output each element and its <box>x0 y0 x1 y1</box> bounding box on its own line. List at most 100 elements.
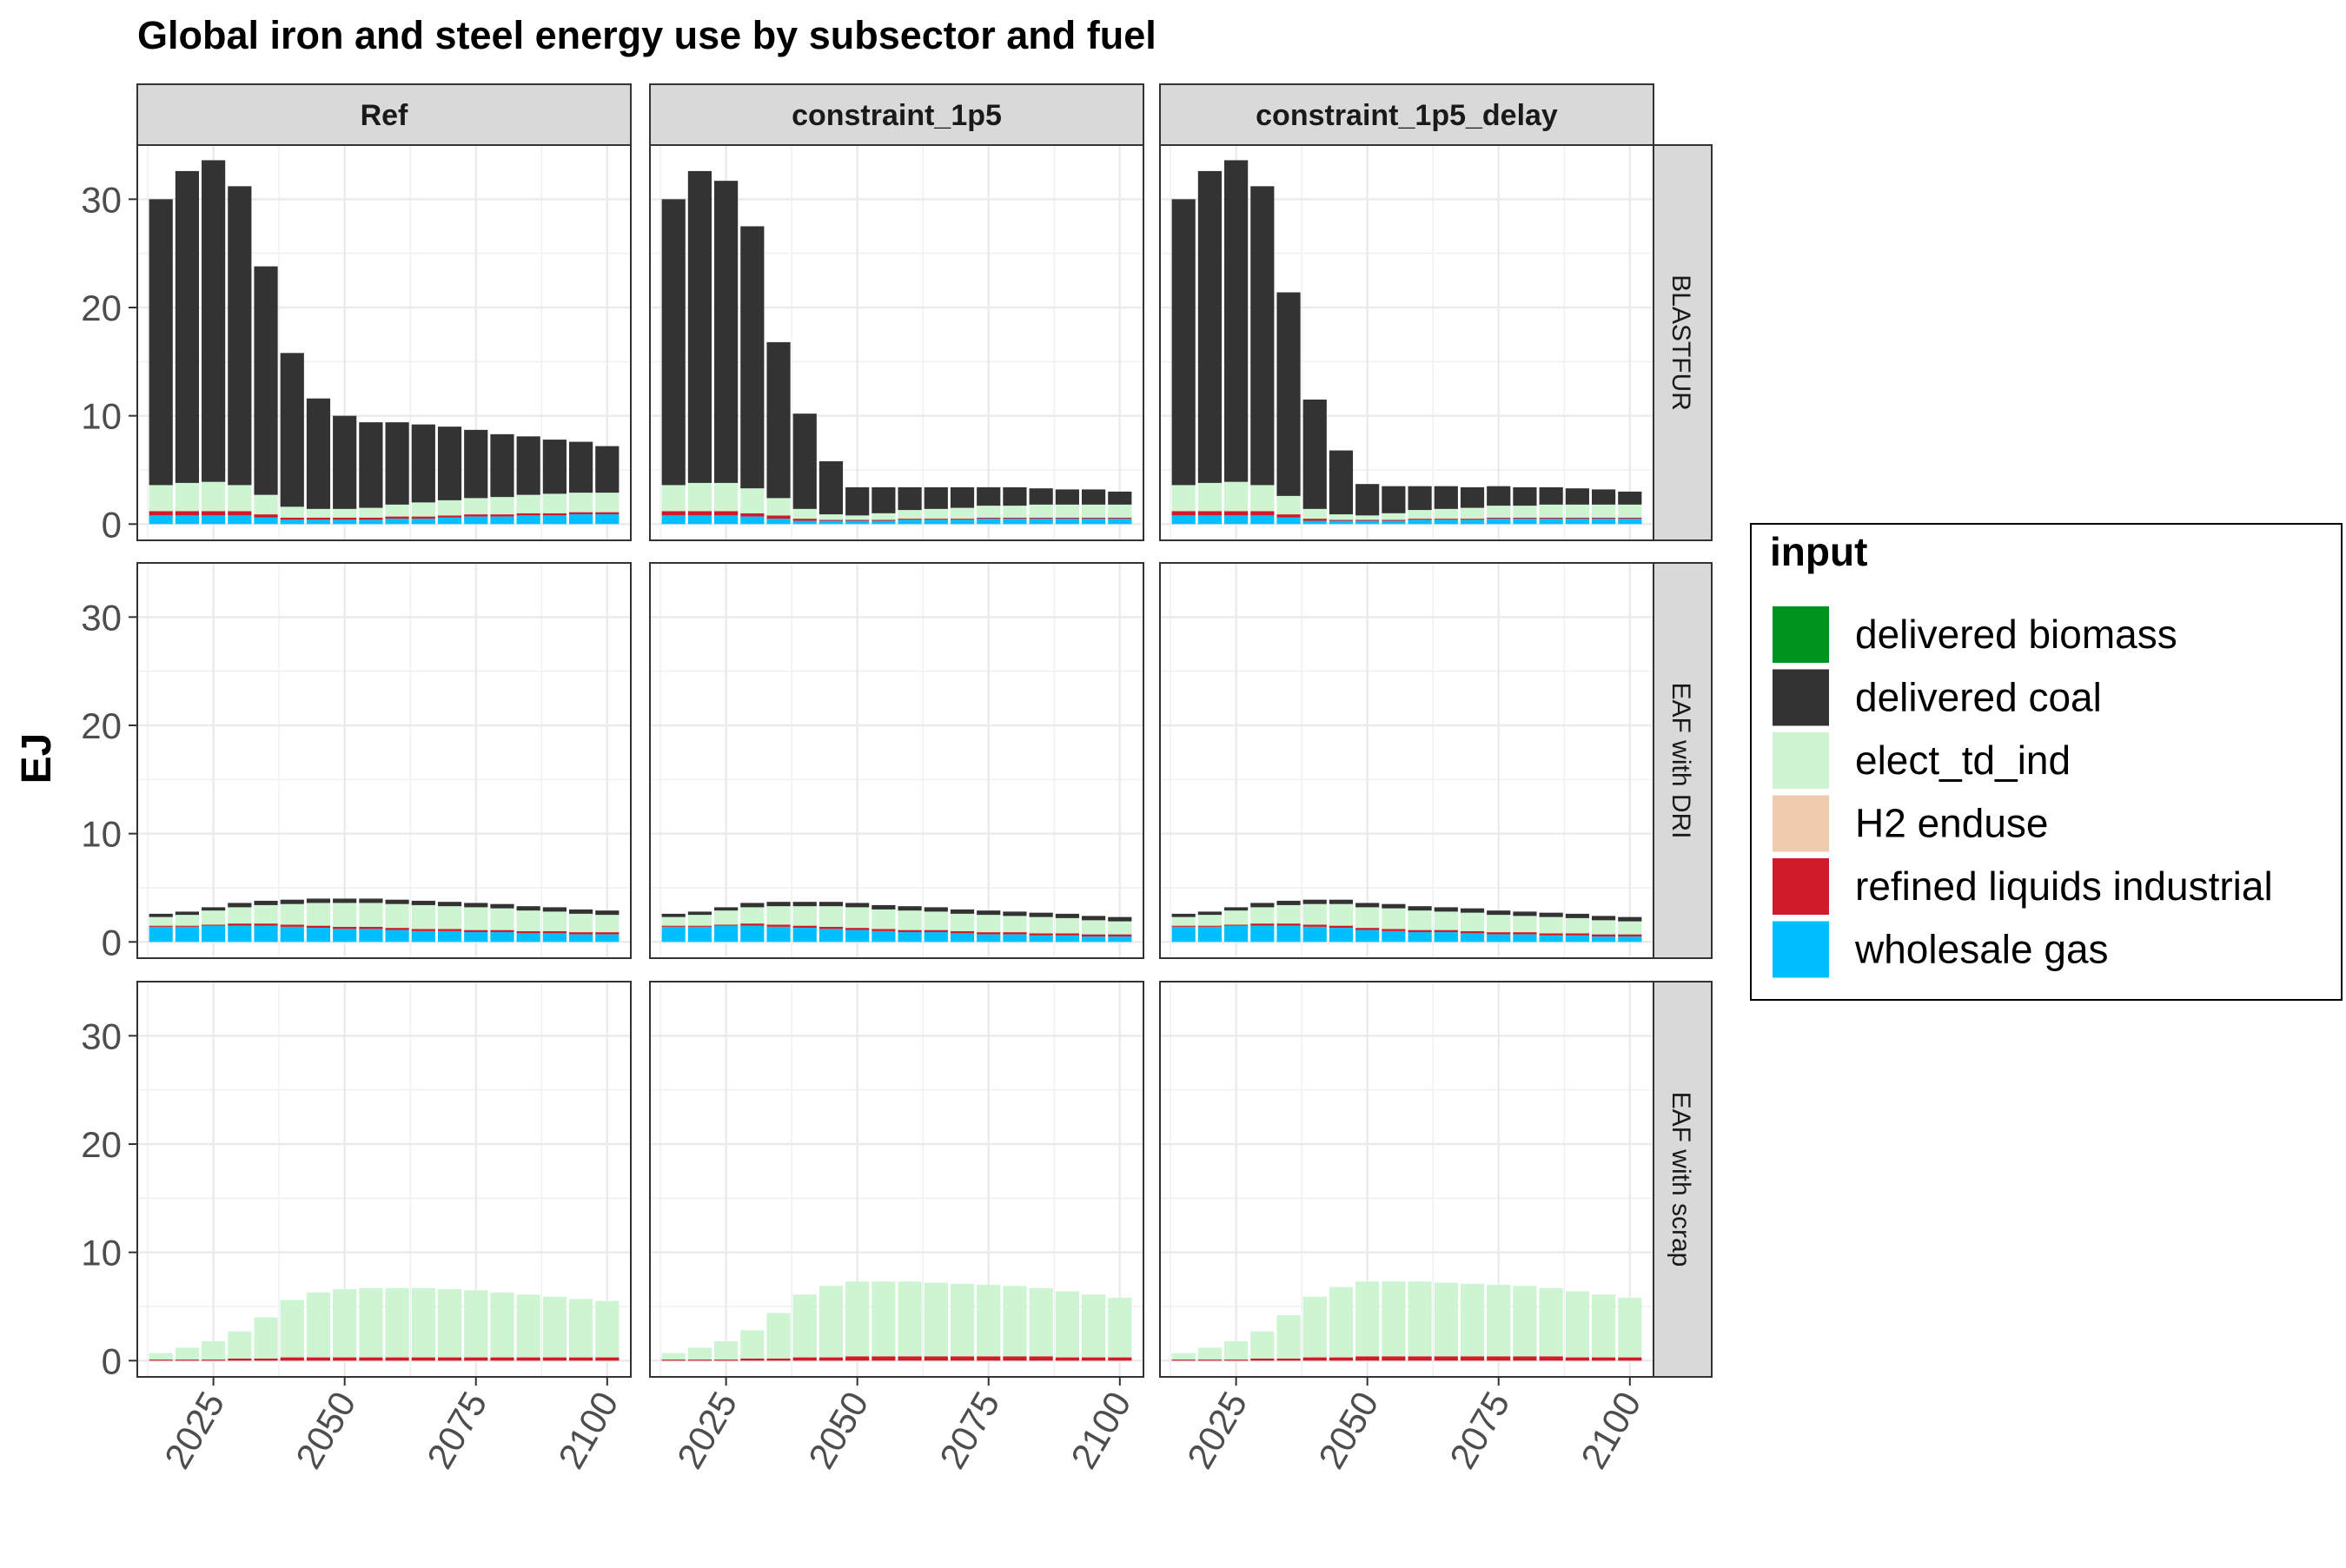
bar-segment-wholesale-gas-2070 <box>950 933 975 943</box>
panel-eaf-with-dri-constraint-1p5 <box>649 562 1144 959</box>
bar-segment-refined-liquids-industrial-2075 <box>1487 932 1511 935</box>
legend-item-delivered-biomass: delivered biomass <box>1773 606 2177 663</box>
bar-segment-refined-liquids-industrial-2025 <box>714 511 739 516</box>
bar-segment-wholesale-gas-2065 <box>924 932 948 943</box>
bar-segment-refined-liquids-industrial-2035 <box>766 515 791 519</box>
bar-segment-delivered-coal-2025 <box>714 181 739 483</box>
panel-border <box>649 981 1144 1378</box>
panel-eaf-with-dri-ref <box>136 562 632 959</box>
bar-segment-refined-liquids-industrial-2070 <box>1460 930 1485 934</box>
panel-background <box>137 563 631 958</box>
bar-segment-delivered-coal-2020 <box>1197 911 1222 916</box>
bar-segment-refined-liquids-industrial-2045 <box>306 925 331 929</box>
panel-border <box>649 562 1144 959</box>
bar-segment-elect-td-ind-2080 <box>1513 506 1537 518</box>
row-strip-label: EAF with scrap <box>1667 1092 1695 1267</box>
bar-segment-delivered-coal-2090 <box>1055 489 1079 505</box>
bar-segment-refined-liquids-industrial-2040 <box>1302 1357 1327 1361</box>
column-strip-label: Ref <box>361 99 408 132</box>
bar-segment-elect-td-ind-2040 <box>792 508 817 519</box>
bar-segment-refined-liquids-industrial-2075 <box>1487 517 1511 519</box>
bar-segment-elect-td-ind-2060 <box>898 910 922 930</box>
bar-segment-refined-liquids-industrial-2025 <box>1224 511 1249 516</box>
bar-segment-delivered-coal-2070 <box>950 486 975 508</box>
bar-segment-delivered-coal-2100 <box>1108 916 1132 922</box>
bar-segment-refined-liquids-industrial-2030 <box>228 1358 252 1361</box>
panel-eaf-with-scrap-ref <box>136 981 632 1378</box>
bar-segment-elect-td-ind-2015 <box>1171 1353 1196 1360</box>
bar-segment-delivered-coal-2015 <box>149 199 173 486</box>
bar-segment-wholesale-gas-2080 <box>490 516 514 525</box>
bar-segment-delivered-coal-2095 <box>569 441 593 493</box>
bar-segment-wholesale-gas-2055 <box>359 519 383 525</box>
bar-segment-refined-liquids-industrial-2070 <box>950 1356 975 1361</box>
bar-segment-elect-td-ind-2055 <box>359 1287 383 1358</box>
bar-segment-elect-td-ind-2085 <box>1539 1287 1563 1357</box>
bar-segment-elect-td-ind-2080 <box>490 908 514 930</box>
bar-segment-elect-td-ind-2095 <box>1082 1294 1106 1358</box>
bar-segment-wholesale-gas-2075 <box>464 932 488 943</box>
bar-segment-elect-td-ind-2030 <box>1250 485 1275 512</box>
bar-segment-refined-liquids-industrial-2050 <box>845 928 870 930</box>
bar-segment-wholesale-gas-2025 <box>1224 515 1249 525</box>
bar-segment-refined-liquids-industrial-2085 <box>516 930 540 934</box>
bar-segment-wholesale-gas-2030 <box>1250 515 1275 525</box>
bar-segment-wholesale-gas-2020 <box>687 515 712 525</box>
column-strip-label: constraint_1p5_delay <box>1256 99 1558 132</box>
bar-segment-elect-td-ind-2055 <box>871 1281 896 1357</box>
bar-segment-elect-td-ind-2015 <box>1171 485 1196 512</box>
bar-segment-delivered-coal-2065 <box>411 424 435 503</box>
bar-segment-elect-td-ind-2080 <box>1513 916 1537 933</box>
bar-segment-refined-liquids-industrial-2050 <box>845 1356 870 1361</box>
bar-segment-delivered-coal-2055 <box>359 898 383 903</box>
bar-segment-refined-liquids-industrial-2060 <box>385 1357 409 1361</box>
row-strip-bg <box>1652 562 1713 959</box>
bar-segment-elect-td-ind-2040 <box>792 906 817 926</box>
legend-title: input <box>1770 529 1867 574</box>
bar-segment-elect-td-ind-2035 <box>254 1317 278 1359</box>
bar-segment-refined-liquids-industrial-2085 <box>1539 933 1563 936</box>
bar-segment-delivered-coal-2040 <box>1302 899 1327 904</box>
bar-segment-delivered-coal-2025 <box>202 907 226 911</box>
bar-segment-delivered-coal-2060 <box>1408 906 1432 911</box>
bar-segment-elect-td-ind-2045 <box>1329 514 1354 520</box>
bar-segment-refined-liquids-industrial-2040 <box>280 517 304 520</box>
bar-segment-delivered-coal-2090 <box>1055 913 1079 918</box>
bar-segment-refined-liquids-industrial-2045 <box>1329 1357 1354 1361</box>
bar-segment-elect-td-ind-2060 <box>898 1281 922 1357</box>
bar-segment-wholesale-gas-2015 <box>149 926 173 943</box>
bar-segment-delivered-coal-2070 <box>437 902 462 907</box>
bar-segment-elect-td-ind-2040 <box>1302 508 1327 519</box>
bar-segment-refined-liquids-industrial-2045 <box>818 926 844 930</box>
bar-segment-delivered-coal-2095 <box>1592 916 1616 921</box>
bar-segment-elect-td-ind-2020 <box>687 915 712 926</box>
bar-segment-refined-liquids-industrial-2050 <box>333 517 357 520</box>
bar-segment-refined-liquids-industrial-2095 <box>1592 1357 1616 1361</box>
bar-segment-elect-td-ind-2040 <box>280 506 304 518</box>
bar-segment-wholesale-gas-2035 <box>1276 925 1301 943</box>
row-strip-label: BLASTFUR <box>1667 275 1695 411</box>
y-tick-label: 20 <box>81 288 122 328</box>
bar-segment-elect-td-ind-2095 <box>1592 504 1616 518</box>
bar-segment-elect-td-ind-2015 <box>661 485 686 512</box>
bar-segment-elect-td-ind-2045 <box>818 906 844 927</box>
bar-segment-wholesale-gas-2020 <box>1197 515 1222 525</box>
bar-segment-elect-td-ind-2060 <box>385 1287 409 1358</box>
bar-segment-delivered-coal-2045 <box>1329 450 1354 515</box>
panel-border <box>1159 981 1654 1378</box>
bar-segment-elect-td-ind-2065 <box>924 1282 948 1357</box>
bar-segment-wholesale-gas-2095 <box>1082 519 1106 525</box>
bar-segment-wholesale-gas-2075 <box>977 934 1001 943</box>
column-strip-constraint-1p5: constraint_1p5 <box>649 83 1144 146</box>
bar-segment-refined-liquids-industrial-2100 <box>1108 1357 1132 1361</box>
bar-segment-refined-liquids-industrial-2080 <box>490 514 514 517</box>
bar-segment-delivered-coal-2025 <box>1224 907 1249 911</box>
bar-segment-refined-liquids-industrial-2025 <box>1224 924 1249 926</box>
bar-segment-refined-liquids-industrial-2045 <box>306 1357 331 1361</box>
bar-segment-wholesale-gas-2095 <box>1082 936 1106 943</box>
bar-segment-elect-td-ind-2020 <box>687 482 712 512</box>
bar-segment-refined-liquids-industrial-2085 <box>1539 1356 1563 1361</box>
bar-segment-elect-td-ind-2075 <box>977 506 1001 518</box>
bar-segment-elect-td-ind-2060 <box>898 510 922 519</box>
bar-segment-elect-td-ind-2090 <box>1055 1291 1079 1358</box>
